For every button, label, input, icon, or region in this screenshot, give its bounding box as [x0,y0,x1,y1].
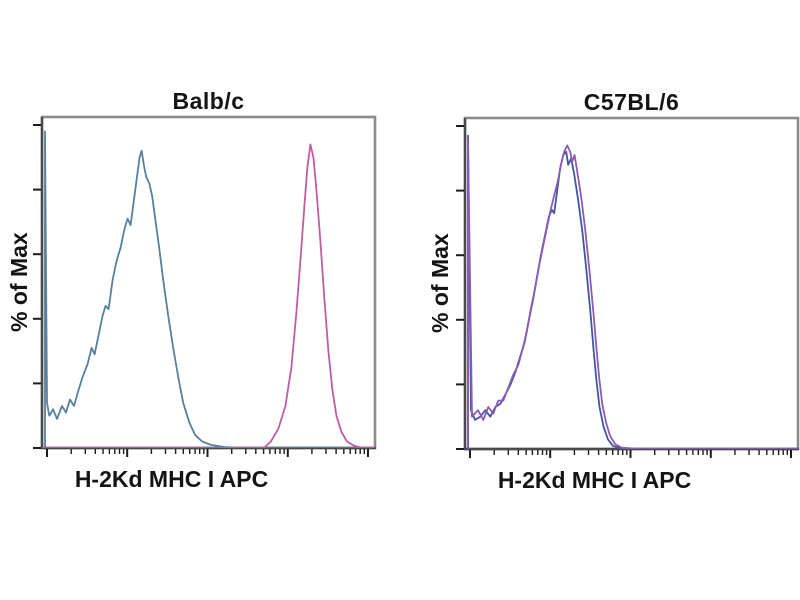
panel-title-c57bl6: C57BL/6 [583,89,680,115]
x-axis-label-right-text: H-2Kd MHC I APC [497,467,692,493]
histogram-plot-balbc [33,115,377,457]
panel-title-balbc: Balb/c [172,88,245,114]
y-axis-label-right: % of Max [427,233,453,334]
x-axis-label-left-text: H-2Kd MHC I APC [74,466,269,492]
histogram-plot-c57bl6 [456,116,800,458]
x-axis-label-left: H-2Kd MHC I APC [28,466,389,493]
x-axis-label-right: H-2Kd MHC I APC [451,467,800,494]
